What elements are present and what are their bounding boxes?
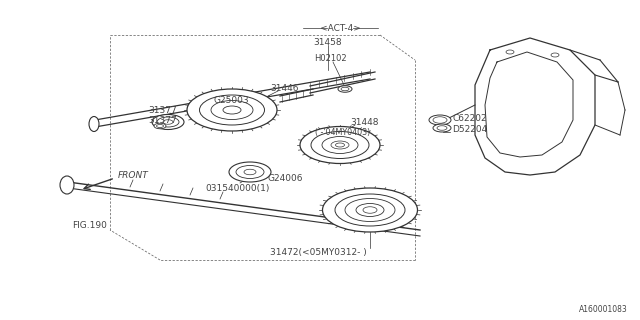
Ellipse shape — [335, 143, 344, 147]
Ellipse shape — [345, 198, 395, 221]
Text: 31377: 31377 — [148, 116, 177, 124]
Ellipse shape — [322, 137, 358, 154]
Ellipse shape — [200, 95, 264, 125]
Text: 31448: 31448 — [350, 117, 378, 126]
Ellipse shape — [335, 194, 405, 226]
Text: D52204: D52204 — [452, 124, 487, 133]
Ellipse shape — [211, 100, 253, 119]
Text: G24006: G24006 — [267, 173, 303, 182]
Ellipse shape — [89, 116, 99, 132]
Ellipse shape — [187, 89, 277, 131]
Text: A160001083: A160001083 — [579, 306, 628, 315]
Ellipse shape — [163, 120, 173, 124]
Ellipse shape — [223, 106, 241, 114]
Text: 31446: 31446 — [270, 84, 298, 92]
Ellipse shape — [433, 124, 451, 132]
Ellipse shape — [551, 53, 559, 57]
Ellipse shape — [363, 207, 377, 213]
Text: <ACT-4>: <ACT-4> — [319, 23, 360, 33]
Text: 031540000(1): 031540000(1) — [205, 183, 269, 193]
Ellipse shape — [356, 204, 384, 217]
Ellipse shape — [429, 115, 451, 125]
Ellipse shape — [157, 124, 163, 127]
Text: FRONT: FRONT — [118, 171, 148, 180]
Ellipse shape — [338, 86, 352, 92]
Text: FIG.190: FIG.190 — [72, 220, 107, 229]
Text: G25003: G25003 — [213, 95, 248, 105]
Text: C62202: C62202 — [452, 114, 486, 123]
Ellipse shape — [236, 165, 264, 179]
Ellipse shape — [152, 115, 184, 130]
Text: 31377: 31377 — [148, 106, 177, 115]
Ellipse shape — [506, 50, 514, 54]
Ellipse shape — [331, 141, 349, 149]
Ellipse shape — [311, 132, 369, 158]
Text: ( -'04MY0403): ( -'04MY0403) — [315, 127, 371, 137]
Ellipse shape — [60, 176, 74, 194]
Text: 31472(<05MY0312- ): 31472(<05MY0312- ) — [269, 247, 366, 257]
Text: H02102: H02102 — [314, 53, 346, 62]
Ellipse shape — [437, 126, 447, 130]
Ellipse shape — [300, 126, 380, 164]
Ellipse shape — [341, 87, 349, 91]
Ellipse shape — [244, 169, 256, 175]
Ellipse shape — [154, 123, 166, 129]
Ellipse shape — [229, 162, 271, 182]
Ellipse shape — [433, 117, 447, 123]
Ellipse shape — [157, 117, 179, 127]
Ellipse shape — [323, 188, 417, 232]
Text: 31458: 31458 — [314, 37, 342, 46]
